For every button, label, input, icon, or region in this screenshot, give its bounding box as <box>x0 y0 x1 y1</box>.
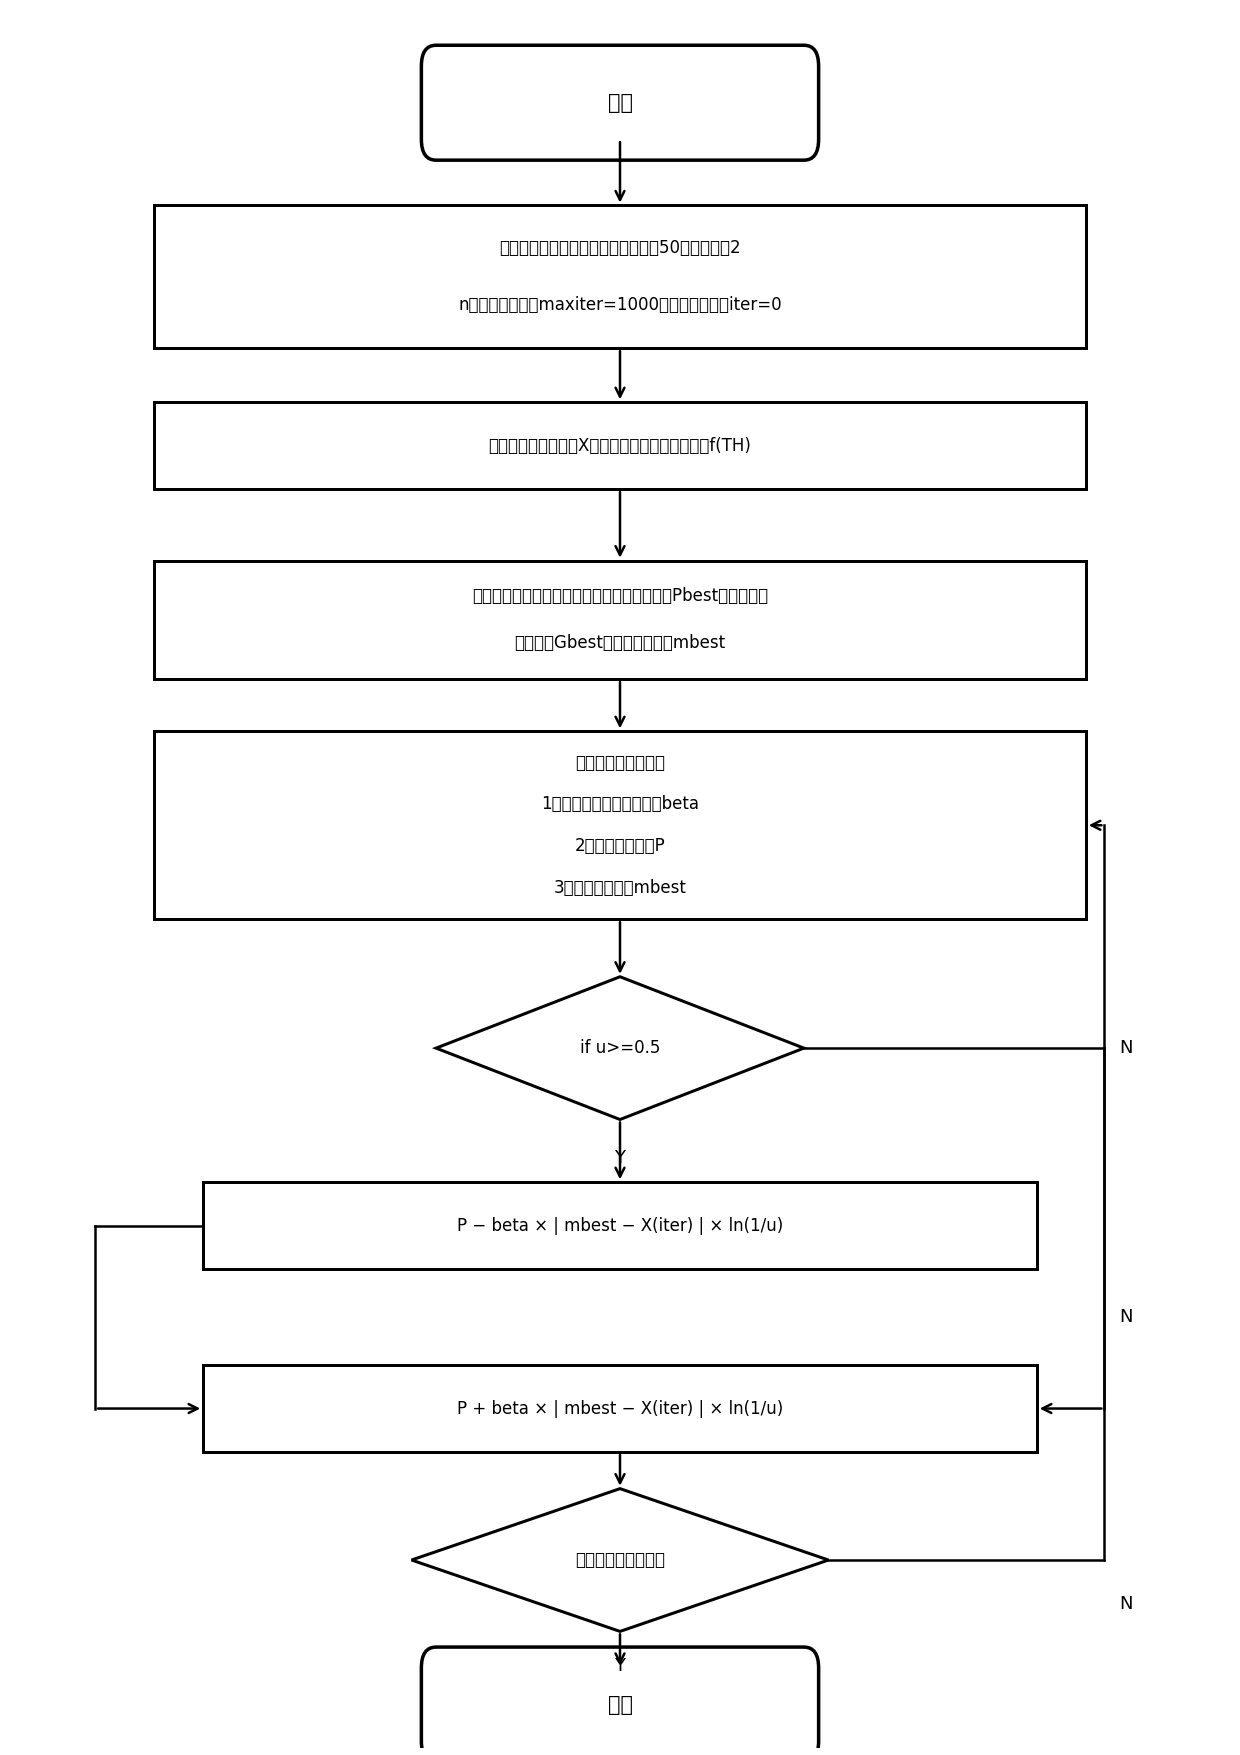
Text: Y: Y <box>615 1657 625 1676</box>
Text: 根据目标函数的大小，记录种群个体最优位置Pbest、种群全局: 根据目标函数的大小，记录种群个体最优位置Pbest、种群全局 <box>472 588 768 605</box>
Bar <box>154 732 1086 920</box>
Text: P + beta × | mbest − X(iter) | × ln(1/u): P + beta × | mbest − X(iter) | × ln(1/u) <box>456 1399 784 1418</box>
Text: 结束: 结束 <box>608 1695 632 1715</box>
Text: Y: Y <box>615 1150 625 1167</box>
Text: 达到迭代终止条件？: 达到迭代终止条件？ <box>575 1551 665 1569</box>
Text: 2、局部吸引粒子P: 2、局部吸引粒子P <box>574 837 666 855</box>
Polygon shape <box>412 1488 828 1632</box>
Text: N: N <box>1120 1595 1133 1613</box>
Text: 最优位置Gbest、平局最优位置mbest: 最优位置Gbest、平局最优位置mbest <box>515 635 725 653</box>
Text: n，最大迭代次数maxiter=1000，当前迭代次数iter=0: n，最大迭代次数maxiter=1000，当前迭代次数iter=0 <box>459 297 781 314</box>
Text: N: N <box>1120 1039 1133 1057</box>
Text: N: N <box>1120 1307 1133 1327</box>
Text: 开始: 开始 <box>608 93 632 112</box>
Bar <box>154 402 1086 490</box>
Text: 3、平均最优位置mbest: 3、平均最优位置mbest <box>553 879 687 897</box>
Bar <box>203 1183 1037 1269</box>
Text: if u>=0.5: if u>=0.5 <box>580 1039 660 1057</box>
Polygon shape <box>436 978 804 1120</box>
Text: 初始化粒子群算法的参数：粒子数量50，问题维度2: 初始化粒子群算法的参数：粒子数量50，问题维度2 <box>500 239 740 258</box>
Bar <box>203 1365 1037 1451</box>
Text: 更新粒子进化参数：: 更新粒子进化参数： <box>575 753 665 772</box>
FancyBboxPatch shape <box>422 1648 818 1755</box>
Bar <box>154 205 1086 347</box>
Bar <box>154 560 1086 679</box>
FancyBboxPatch shape <box>422 46 818 160</box>
Text: 随机初始化种群位置X，计算各个粒子的目标函数f(TH): 随机初始化种群位置X，计算各个粒子的目标函数f(TH) <box>489 437 751 455</box>
Text: 1、指数下降收缩扩张系数beta: 1、指数下降收缩扩张系数beta <box>541 795 699 813</box>
Text: P − beta × | mbest − X(iter) | × ln(1/u): P − beta × | mbest − X(iter) | × ln(1/u) <box>456 1216 784 1236</box>
